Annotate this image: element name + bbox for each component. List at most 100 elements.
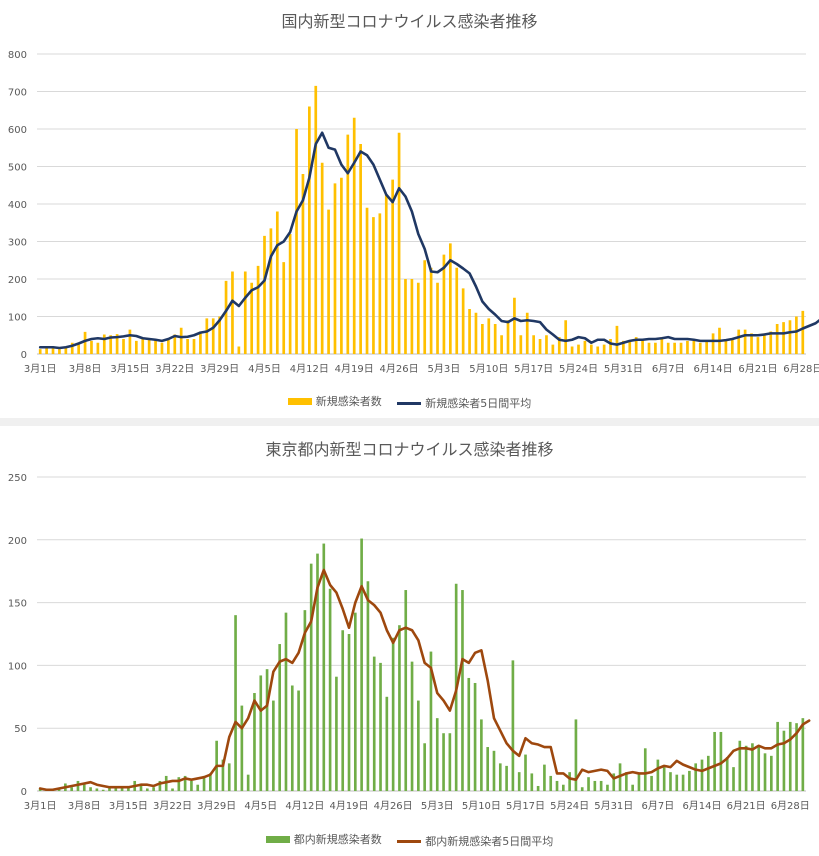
bar <box>666 342 670 354</box>
bar <box>577 344 580 354</box>
legend-item-bar: 新規感染者数 <box>287 393 382 409</box>
bar <box>455 267 459 354</box>
bar <box>763 333 766 354</box>
x-tick-label: 5月17日 <box>514 363 553 375</box>
bar <box>128 329 132 354</box>
bar <box>795 316 798 354</box>
chart-divider <box>0 418 819 426</box>
bar <box>705 340 709 354</box>
y-tick-label: 200 <box>8 536 27 547</box>
x-tick-label: 4月12日 <box>290 363 329 375</box>
bar <box>750 333 753 354</box>
bar <box>115 334 119 354</box>
y-tick-label: 500 <box>8 163 27 174</box>
bar <box>673 342 676 354</box>
bar <box>536 785 540 791</box>
bar <box>555 780 559 791</box>
bar <box>335 676 338 791</box>
bar <box>435 718 439 791</box>
bar <box>744 745 748 791</box>
bar <box>404 279 407 354</box>
bar <box>442 254 446 354</box>
bar <box>199 331 202 354</box>
bar <box>384 194 388 354</box>
bar <box>122 339 125 354</box>
bar <box>751 743 754 791</box>
bar <box>519 335 523 354</box>
bar <box>240 705 244 791</box>
bar <box>365 207 369 354</box>
x-tick-label: 5月24日 <box>550 800 589 812</box>
x-tick-label: 5月3日 <box>421 800 454 812</box>
bar <box>309 563 313 791</box>
bar <box>801 310 805 354</box>
bar <box>543 764 546 791</box>
bar <box>738 740 742 791</box>
bar <box>246 774 250 791</box>
bar <box>58 349 61 354</box>
bar <box>700 759 704 791</box>
y-tick-label: 0 <box>21 350 27 361</box>
bar <box>259 675 263 791</box>
bar <box>492 750 496 791</box>
bar <box>70 787 73 791</box>
bar <box>328 588 332 791</box>
bar <box>231 271 234 354</box>
bar <box>698 342 702 354</box>
bar <box>487 318 491 354</box>
x-tick-label: 5月31日 <box>604 363 643 375</box>
bar <box>173 334 177 354</box>
x-tick-label: 3月15日 <box>110 363 149 375</box>
bar <box>525 312 529 354</box>
x-tick-label: 6月14日 <box>682 800 721 812</box>
bar <box>429 651 433 791</box>
y-tick-label: 100 <box>8 661 27 672</box>
bar <box>468 309 471 354</box>
bar <box>694 763 698 791</box>
bar <box>461 590 464 791</box>
x-tick-label: 5月3日 <box>428 363 461 375</box>
bar <box>628 340 632 354</box>
bar <box>410 661 414 791</box>
bar <box>782 730 786 791</box>
bar <box>732 767 735 791</box>
tokyo-chart-plot: 0 50 100 150 200 250 3月1日 3月8日 3月15日 3月22日 3月29日 4月… <box>8 473 811 812</box>
bar <box>637 773 641 791</box>
bar <box>743 329 747 354</box>
bar <box>615 325 619 354</box>
bar <box>145 788 149 791</box>
bar <box>378 213 382 354</box>
x-tick-label: 4月26日 <box>374 800 413 812</box>
x-tick-label: 4月5日 <box>244 800 277 812</box>
legend: 新規感染者数 新規感染者5日間平均 <box>0 393 819 411</box>
bar <box>589 344 593 354</box>
bar <box>769 331 773 354</box>
bar <box>269 228 273 354</box>
bar <box>599 780 603 791</box>
bar <box>417 700 420 791</box>
bar <box>211 318 215 354</box>
bar <box>171 788 174 791</box>
bar <box>719 731 723 791</box>
bar <box>160 342 164 354</box>
bar <box>177 777 181 791</box>
bar <box>38 349 42 354</box>
bar <box>316 553 319 791</box>
bar <box>557 337 561 354</box>
x-tick-label: 3月22日 <box>155 363 194 375</box>
bar <box>372 656 376 791</box>
y-tick-label: 600 <box>8 125 27 136</box>
bar <box>467 677 471 791</box>
bar <box>647 342 651 354</box>
bar <box>284 612 288 791</box>
bar <box>570 346 574 354</box>
bar <box>538 339 542 354</box>
bar <box>303 610 307 791</box>
bar <box>474 312 478 354</box>
bar <box>730 339 734 354</box>
bar <box>139 783 143 791</box>
y-tick-label: 100 <box>8 313 27 324</box>
bar <box>186 339 189 354</box>
bar <box>436 282 439 354</box>
bar <box>114 787 118 791</box>
